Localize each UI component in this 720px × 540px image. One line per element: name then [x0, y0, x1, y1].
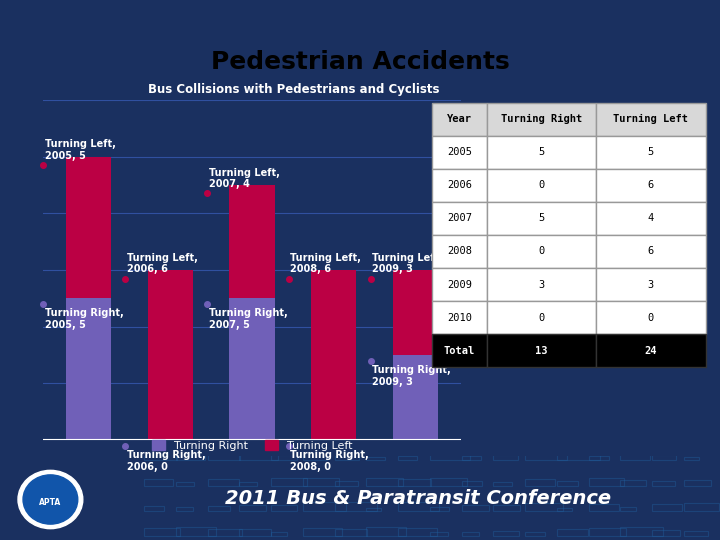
Bar [684, 504, 715, 511]
Text: Turning Left,
2007, 4: Turning Left, 2007, 4 [209, 167, 279, 189]
Bar [525, 507, 543, 511]
Bar [176, 503, 214, 511]
Bar [271, 480, 299, 485]
Legend: Turning Right, Turning Left: Turning Right, Turning Left [152, 440, 352, 451]
Bar [557, 507, 578, 511]
Bar [66, 157, 111, 298]
Bar [271, 503, 307, 511]
Bar [462, 528, 498, 536]
Bar [398, 455, 423, 461]
Bar [144, 453, 180, 461]
Bar [144, 482, 160, 485]
Bar [303, 532, 320, 536]
Text: Turning Left,
2005, 5: Turning Left, 2005, 5 [45, 139, 116, 161]
Bar [239, 452, 279, 461]
Bar [398, 481, 421, 485]
Bar [176, 481, 199, 485]
Bar [303, 452, 344, 461]
Bar [462, 507, 482, 511]
Bar [525, 481, 549, 485]
Bar [366, 533, 381, 536]
Bar [144, 504, 176, 511]
Bar [493, 502, 533, 511]
Bar [652, 456, 671, 461]
Bar [144, 531, 167, 536]
Bar [335, 482, 350, 485]
Bar [493, 452, 534, 461]
Text: Turning Right,
2009, 3: Turning Right, 2009, 3 [372, 365, 451, 387]
Bar [430, 529, 462, 536]
Bar [335, 456, 356, 461]
Bar [335, 504, 366, 511]
Bar [303, 480, 328, 485]
Circle shape [18, 470, 83, 529]
Circle shape [23, 475, 78, 524]
Text: Bus Collisions with Pedestrians and Cyclists: Bus Collisions with Pedestrians and Cycl… [148, 84, 439, 97]
Bar [335, 531, 359, 536]
Text: Pedestrian Accidents: Pedestrian Accidents [211, 50, 509, 74]
Bar [311, 270, 356, 440]
Bar [207, 532, 224, 536]
Text: Turning Right,
2006, 0: Turning Right, 2006, 0 [127, 450, 205, 471]
Bar [557, 479, 589, 485]
Bar [366, 455, 394, 461]
Bar [176, 457, 191, 461]
Text: APTA: APTA [40, 498, 61, 507]
Bar [148, 270, 193, 440]
Bar [621, 477, 662, 485]
Bar [557, 455, 582, 461]
Bar [589, 531, 613, 536]
Bar [684, 455, 711, 461]
Bar [589, 504, 620, 511]
Bar [684, 477, 720, 485]
Bar [430, 503, 468, 511]
Bar [366, 479, 399, 485]
Text: Turning Left,
2006, 6: Turning Left, 2006, 6 [127, 253, 197, 274]
Bar [66, 298, 111, 440]
Bar [398, 529, 430, 536]
Bar [589, 454, 621, 461]
Bar [303, 506, 325, 511]
Bar [462, 481, 486, 485]
Bar [589, 482, 608, 485]
Bar [176, 529, 207, 536]
Bar [430, 481, 451, 485]
Bar [652, 502, 695, 511]
Bar [652, 530, 681, 536]
Bar [271, 528, 307, 536]
Bar [366, 507, 385, 511]
Bar [207, 454, 241, 461]
Bar [557, 528, 594, 536]
Text: Turning Left,
2009, 3: Turning Left, 2009, 3 [372, 253, 444, 274]
Bar [393, 270, 438, 355]
Bar [525, 457, 541, 461]
Bar [525, 529, 560, 536]
Bar [621, 456, 643, 461]
Text: Turning Right,
2007, 5: Turning Right, 2007, 5 [209, 308, 287, 330]
Bar [652, 477, 695, 485]
Bar [239, 532, 257, 536]
Bar [430, 456, 451, 461]
Bar [398, 502, 438, 511]
Bar [230, 298, 274, 440]
Text: Turning Right,
2005, 5: Turning Right, 2005, 5 [45, 308, 124, 330]
Bar [239, 504, 269, 511]
Bar [462, 455, 488, 461]
Bar [621, 506, 642, 511]
Bar [493, 481, 514, 485]
Text: Turning Right,
2008, 0: Turning Right, 2008, 0 [290, 450, 369, 471]
Bar [684, 532, 703, 536]
Bar [493, 532, 513, 536]
Bar [271, 457, 289, 461]
Bar [239, 483, 253, 485]
Bar [393, 355, 438, 440]
Bar [230, 185, 274, 298]
Text: 2011 Bus & Paratransit Conference: 2011 Bus & Paratransit Conference [225, 489, 611, 508]
Bar [207, 504, 237, 511]
Bar [621, 529, 654, 536]
Bar [207, 478, 244, 485]
Text: Turning Left,
2008, 6: Turning Left, 2008, 6 [290, 253, 361, 274]
